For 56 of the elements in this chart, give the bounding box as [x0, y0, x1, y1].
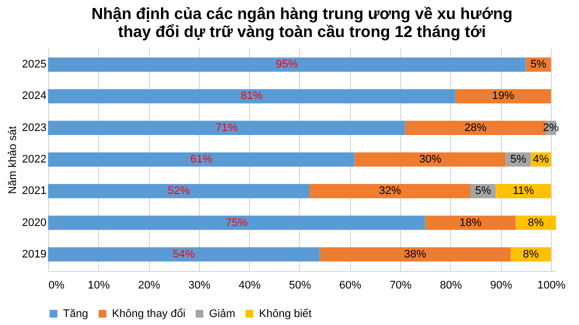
data-label: 4% [532, 154, 550, 166]
data-label: 8% [528, 216, 544, 229]
bar [310, 184, 470, 198]
bar [48, 152, 355, 167]
data-label: 38% [404, 248, 426, 260]
legend-label: Giảm [209, 308, 236, 320]
bar [48, 216, 426, 230]
y-tick-label: 2024 [22, 90, 46, 102]
data-label: 5% [510, 154, 526, 166]
legend-label: Không thay đổi [112, 308, 186, 320]
data-label: 8% [522, 248, 540, 260]
x-tick-label: 40% [238, 280, 261, 292]
data-label: 19% [492, 90, 514, 102]
data-label: 5% [530, 58, 547, 71]
x-tick-label: 50% [288, 280, 312, 292]
data-label: 95% [276, 58, 298, 71]
data-label: 75% [226, 216, 248, 229]
bar [48, 89, 456, 104]
data-label: 5% [475, 185, 492, 198]
bar [48, 57, 526, 72]
data-label: 81% [240, 90, 263, 102]
chart-title: Nhận định của các ngân hàng trung ương về xu hướng thay đổi dự trữ vàng toàn cầu trong 12 tháng tới [91, 6, 513, 41]
bar [320, 247, 511, 262]
data-label: 18% [459, 216, 482, 229]
data-label: 11% [512, 185, 534, 198]
data-label: 71% [216, 122, 238, 134]
y-tick-label: 2021 [22, 185, 46, 198]
bar [425, 216, 516, 230]
x-tick-label: 30% [188, 280, 211, 292]
bar [48, 247, 320, 262]
y-axis-title: Năm khảo sát [7, 126, 20, 194]
x-tick-label: 60% [339, 280, 362, 292]
legend-label: Tăng [63, 308, 88, 320]
bar [455, 89, 551, 104]
y-tick-label: 2022 [22, 154, 46, 166]
x-tick-label: 100% [537, 280, 566, 292]
data-label: 54% [172, 248, 196, 260]
data-label: 30% [419, 154, 442, 166]
y-tick-label: 2020 [22, 216, 46, 229]
data-label: 32% [379, 185, 402, 198]
x-tick-label: 80% [440, 280, 462, 292]
bar [354, 152, 506, 167]
data-label: 28% [464, 122, 487, 134]
x-tick-label: 0% [48, 280, 65, 292]
x-tick-label: 10% [88, 280, 110, 292]
data-label: 52% [168, 185, 190, 198]
y-tick-label: 2025 [22, 58, 46, 71]
x-tick-label: 20% [138, 280, 160, 292]
x-tick-label: 70% [390, 280, 412, 292]
y-tick-label: 2023 [22, 122, 46, 134]
y-tick-label: 2019 [22, 248, 46, 260]
x-tick-label: 90% [490, 280, 512, 292]
data-label: 61% [190, 154, 213, 166]
bar [48, 120, 406, 135]
bar [48, 184, 310, 198]
legend-label: Không biết [259, 308, 312, 320]
